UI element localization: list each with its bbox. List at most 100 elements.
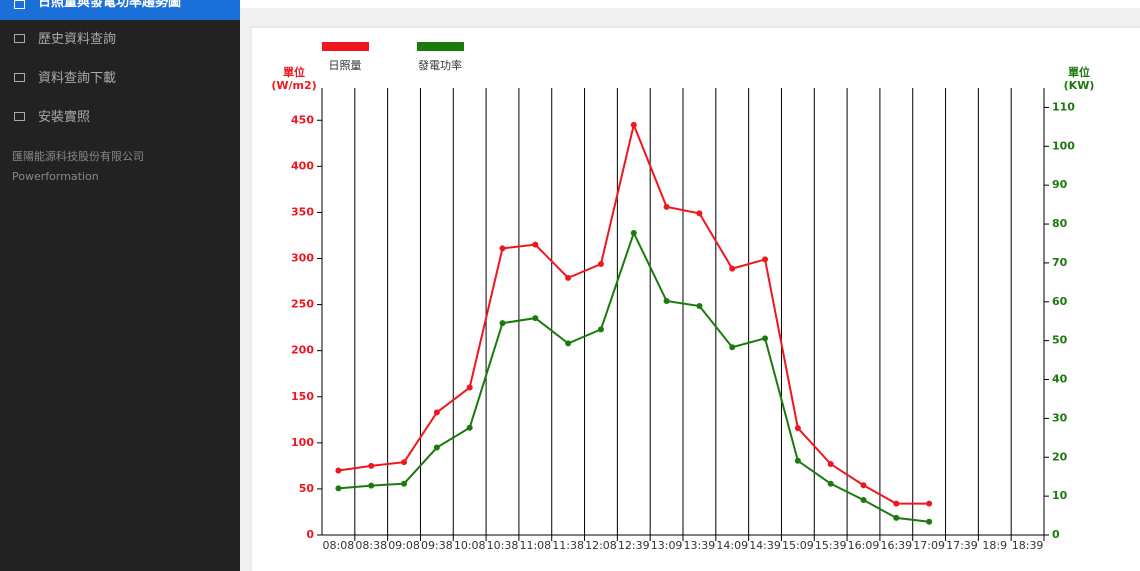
data-point — [630, 229, 637, 236]
data-point — [762, 335, 769, 342]
nav-label: 資料查詢下載 — [38, 71, 117, 86]
x-tick-label: 08:08 — [323, 539, 355, 552]
y2-tick-label: 110 — [1052, 100, 1075, 113]
data-point — [335, 485, 342, 492]
x-tick-label: 10:38 — [487, 539, 519, 552]
chart-panel — [250, 26, 1140, 571]
x-tick-label: 16:09 — [848, 539, 880, 552]
nav-label: 歷史資料查詢 — [38, 32, 117, 47]
data-point — [565, 340, 572, 347]
x-tick-label: 15:09 — [782, 539, 814, 552]
x-tick-label: 15:39 — [815, 539, 847, 552]
y2-tick-label: 50 — [1052, 334, 1068, 347]
x-tick-label: 10:08 — [454, 539, 486, 552]
data-point — [630, 121, 637, 128]
legend-swatch — [322, 42, 369, 51]
data-point — [729, 344, 736, 351]
y2-axis-title: (KW) — [1064, 79, 1095, 92]
x-tick-label: 17:39 — [946, 539, 978, 552]
data-point — [696, 303, 703, 310]
y2-tick-label: 40 — [1052, 373, 1068, 386]
x-tick-label: 14:09 — [716, 539, 748, 552]
y-axis-title: (W/m2) — [271, 79, 316, 92]
data-point — [401, 459, 408, 466]
x-tick-label: 09:08 — [388, 539, 420, 552]
top-bar — [240, 0, 1140, 8]
x-tick-label: 18:39 — [1012, 539, 1044, 552]
data-point — [827, 480, 834, 487]
x-tick-label: 14:39 — [749, 539, 781, 552]
data-point — [335, 467, 342, 474]
legend-label: 日照量 — [329, 59, 362, 72]
nav-label: 安裝實照 — [38, 110, 91, 125]
sidebar: 日照量與發電功率趨勢圖 歷史資料查詢 資料查詢下載 安裝實照 匯陽能源科技股份有… — [0, 0, 240, 571]
nav-item[interactable]: 日照量與發電功率趨勢圖 — [0, 0, 240, 20]
y2-tick-label: 10 — [1052, 489, 1068, 502]
x-tick-label: 13:09 — [651, 539, 683, 552]
y-tick-label: 450 — [291, 113, 314, 126]
data-point — [433, 409, 440, 416]
data-point — [827, 461, 834, 468]
data-point — [565, 274, 572, 281]
x-tick-label: 09:38 — [421, 539, 453, 552]
legend-swatch — [417, 42, 464, 51]
data-point — [466, 384, 473, 391]
data-point — [762, 256, 769, 263]
y2-tick-label: 80 — [1052, 217, 1068, 230]
x-tick-label: 12:39 — [618, 539, 650, 552]
x-tick-label: 12:08 — [585, 539, 617, 552]
nav-item[interactable]: 資料查詢下載 — [0, 59, 240, 98]
data-point — [532, 315, 539, 322]
data-point — [696, 210, 703, 217]
data-point — [860, 482, 867, 489]
data-point — [729, 265, 736, 272]
x-tick-label: 11:38 — [552, 539, 584, 552]
data-point — [926, 500, 933, 507]
company: 匯陽能源科技股份有限公司 — [12, 150, 144, 163]
data-point — [466, 424, 473, 431]
y-axis-title: 單位 — [283, 65, 305, 79]
legend-label: 發電功率 — [418, 58, 462, 72]
y-tick-label: 350 — [291, 205, 314, 218]
data-point — [597, 261, 604, 268]
y-tick-label: 150 — [291, 390, 314, 403]
data-point — [663, 298, 670, 305]
data-point — [532, 241, 539, 248]
y-tick-label: 50 — [299, 482, 315, 495]
data-point — [794, 457, 801, 464]
x-tick-label: 17:09 — [913, 539, 945, 552]
x-tick-label: 08:38 — [355, 539, 387, 552]
data-point — [794, 425, 801, 432]
nav-item[interactable]: 歷史資料查詢 — [0, 20, 240, 59]
nav-label: 日照量與發電功率趨勢圖 — [38, 0, 182, 10]
y-tick-label: 100 — [291, 436, 314, 449]
y2-tick-label: 60 — [1052, 295, 1068, 308]
y2-tick-label: 30 — [1052, 411, 1068, 424]
data-point — [893, 514, 900, 521]
y-tick-label: 0 — [306, 528, 314, 541]
data-point — [860, 497, 867, 504]
x-tick-label: 18:9 — [982, 539, 1007, 552]
y2-tick-label: 100 — [1052, 139, 1075, 152]
nav-item[interactable]: 安裝實照 — [0, 98, 240, 137]
data-point — [926, 518, 933, 525]
y2-tick-label: 90 — [1052, 178, 1068, 191]
y2-tick-label: 20 — [1052, 450, 1068, 463]
x-tick-label: 16:39 — [880, 539, 912, 552]
data-point — [499, 320, 506, 327]
y-tick-label: 400 — [291, 159, 314, 172]
data-point — [433, 444, 440, 451]
x-tick-label: 11:08 — [519, 539, 551, 552]
y-tick-label: 250 — [291, 298, 314, 311]
data-point — [368, 462, 375, 469]
x-tick-label: 13:39 — [684, 539, 716, 552]
data-point — [663, 203, 670, 210]
data-point — [597, 326, 604, 333]
y-tick-label: 300 — [291, 252, 314, 265]
brand: Powerformation — [12, 170, 99, 183]
data-point — [893, 500, 900, 507]
y2-tick-label: 0 — [1052, 528, 1060, 541]
data-point — [368, 482, 375, 489]
